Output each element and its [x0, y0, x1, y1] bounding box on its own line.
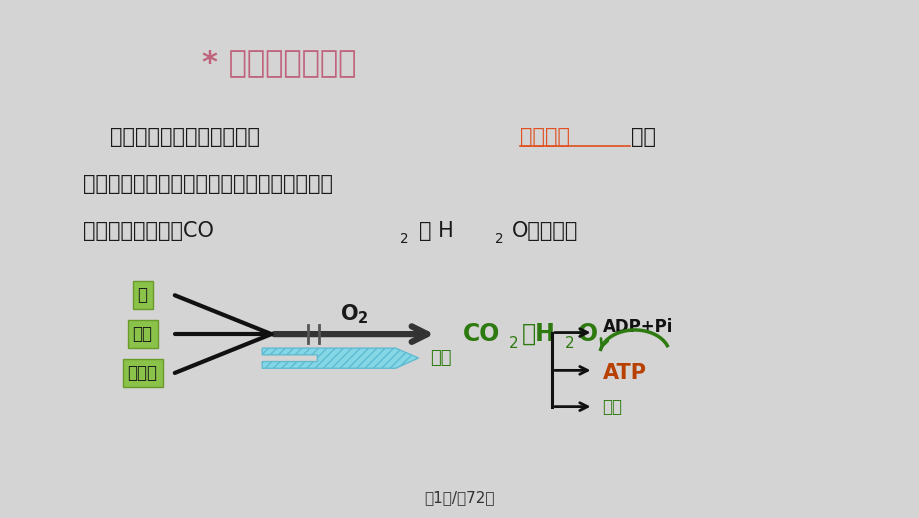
- Text: 2: 2: [564, 336, 573, 351]
- Text: 物质在生物体内进行氧化称: 物质在生物体内进行氧化称: [110, 127, 260, 147]
- Text: * 生物氧化的概念: * 生物氧化的概念: [202, 48, 357, 77]
- Text: ATP: ATP: [602, 363, 646, 383]
- Text: 第1页/共72页: 第1页/共72页: [425, 490, 494, 505]
- Text: 蛋白质: 蛋白质: [128, 364, 157, 382]
- Text: $\mathbf{O_2}$: $\mathbf{O_2}$: [339, 303, 369, 326]
- Text: 和H: 和H: [521, 322, 555, 346]
- Text: 2: 2: [400, 232, 408, 247]
- Text: 糖: 糖: [138, 286, 147, 304]
- Text: 要指糖、脂肪、蛋白质等在体内分解时逐步释: 要指糖、脂肪、蛋白质等在体内分解时逐步释: [83, 174, 333, 194]
- Text: 能量: 能量: [430, 350, 451, 367]
- Text: 放能量，最终生成CO: 放能量，最终生成CO: [83, 221, 213, 240]
- Text: 生物氧化: 生物氧化: [519, 127, 569, 147]
- Text: 热能: 热能: [602, 398, 622, 415]
- Text: 脂肪: 脂肪: [132, 325, 153, 343]
- Polygon shape: [262, 348, 418, 368]
- Text: CO: CO: [462, 322, 500, 346]
- Text: O: O: [577, 322, 597, 346]
- Text: ADP+Pi: ADP+Pi: [602, 319, 672, 336]
- Text: 2: 2: [494, 232, 503, 247]
- Text: 和 H: 和 H: [418, 221, 453, 240]
- Text: ，主: ，主: [630, 127, 655, 147]
- Text: O的过程。: O的过程。: [511, 221, 577, 240]
- Text: 2: 2: [508, 336, 517, 351]
